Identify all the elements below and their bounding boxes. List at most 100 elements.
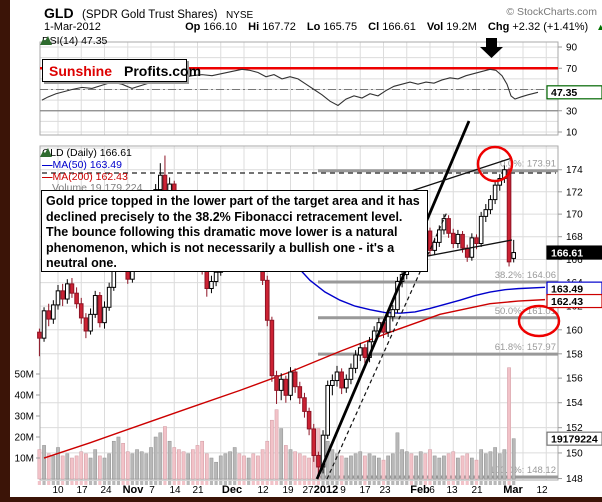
candle-body (348, 367, 354, 380)
volume-bar (451, 451, 456, 480)
volume-bar (84, 453, 88, 480)
svg-text:152: 152 (566, 423, 583, 434)
volume-bar (172, 447, 177, 480)
rsi-pane-label: RSI(14) 47.35 (40, 35, 107, 47)
volume-bar (228, 451, 232, 480)
svg-text:17: 17 (76, 485, 88, 496)
volume-bar (167, 440, 172, 480)
volume-bar (488, 451, 493, 480)
volume-bar (139, 451, 144, 480)
volume-bar (270, 419, 274, 480)
svg-text:166.61: 166.61 (551, 247, 583, 259)
price-pane-label-text: GLD (Daily) 166.61 (42, 147, 132, 159)
volume-bar (121, 443, 125, 480)
volume-bar (442, 455, 446, 480)
volume-bar (446, 453, 451, 480)
volume-bar (274, 409, 279, 480)
candle-body (102, 306, 107, 324)
volume-bar (144, 453, 149, 480)
ma50-line-swatch: — (42, 159, 53, 171)
svg-text:148: 148 (566, 474, 583, 485)
candle-body (158, 174, 163, 191)
fib-label: 61.8%: 157.97 (495, 342, 556, 353)
ma200-line (43, 298, 546, 459)
axis-labels: 1741721701681661641621601581561541521501… (15, 43, 584, 497)
volume-bar (367, 453, 372, 480)
candle-body (385, 316, 391, 333)
svg-text:6: 6 (429, 485, 435, 496)
wedge-upper-line (395, 157, 513, 197)
volume-bar (70, 457, 74, 480)
volume-value: 19.2M (446, 21, 477, 33)
candle-body (446, 218, 451, 234)
high-label: Hi (248, 21, 260, 33)
volume-bar (335, 453, 339, 480)
svg-text:30: 30 (566, 106, 578, 117)
svg-text:30M: 30M (15, 412, 34, 423)
volume-bar (400, 449, 404, 480)
rsi-value-box (546, 85, 602, 100)
volume-bar (279, 428, 284, 480)
volume-bar (242, 455, 246, 480)
svg-text:20M: 20M (15, 433, 34, 444)
svg-text:174: 174 (566, 165, 583, 176)
candle-body (283, 378, 289, 396)
candle-body (209, 281, 214, 290)
volume-bar (377, 457, 381, 480)
volume-bar (358, 451, 363, 480)
volume-bar (65, 453, 70, 480)
volume-bar (46, 453, 51, 480)
svg-text:21: 21 (192, 485, 204, 496)
candle-body (292, 371, 298, 388)
candle-body (362, 347, 368, 358)
volume-bar (288, 449, 293, 480)
candle-body (488, 199, 493, 211)
candle-body (483, 209, 489, 217)
volume-bar (353, 453, 358, 480)
candle-body (274, 375, 279, 391)
candle-body (69, 283, 75, 294)
svg-text:2012: 2012 (314, 484, 338, 496)
candle-body (344, 378, 349, 389)
candle-body (269, 319, 275, 377)
candle-body (302, 397, 307, 412)
volume-bar (79, 451, 84, 480)
red-circle-fib50 (517, 304, 561, 338)
last-price-box (546, 245, 602, 260)
volume-bar (507, 367, 511, 480)
volume-bar (149, 447, 153, 480)
red-circle-top (476, 145, 514, 183)
candle-body (213, 271, 219, 283)
candle-body (506, 169, 512, 263)
volume-bar (493, 447, 497, 480)
svg-text:154: 154 (566, 398, 583, 409)
volume-bar (158, 432, 163, 480)
volume-bar (116, 436, 121, 480)
logo-sunshine-text: Sunshine (49, 62, 113, 79)
svg-text:13: 13 (446, 485, 458, 496)
ma200-legend-text: MA(200) 162.43 (52, 171, 128, 183)
candle-body (311, 428, 317, 456)
svg-text:90: 90 (566, 43, 578, 54)
volume-value-box (546, 431, 602, 446)
ma50-legend: —MA(50) 163.49 (42, 159, 122, 171)
volume-bar (200, 440, 205, 480)
volume-bar (363, 455, 367, 480)
candle-body (455, 233, 461, 245)
rsi-line (41, 68, 539, 107)
down-arrow-icon (480, 38, 503, 58)
candle-body (78, 303, 84, 319)
svg-text:Dec: Dec (222, 484, 242, 496)
candle-body (288, 371, 293, 396)
candle-body (464, 247, 470, 258)
candle-body (51, 304, 56, 320)
price-pane-label: GLD (Daily) 166.61 (40, 147, 132, 159)
svg-text:24: 24 (100, 485, 112, 496)
rsi-pane-label-text: RSI(14) 47.35 (42, 35, 108, 47)
ticker-symbol: GLD (44, 5, 74, 21)
volume-bar (349, 455, 353, 480)
candle-body (339, 371, 344, 389)
